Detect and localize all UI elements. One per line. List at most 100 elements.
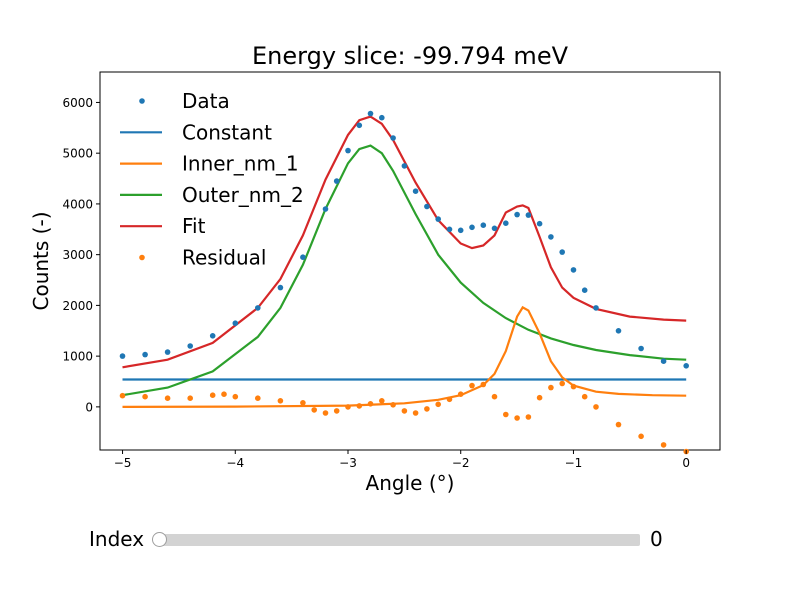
data-point — [164, 349, 171, 355]
residual-point — [435, 401, 442, 408]
x-tick-label: −4 — [226, 456, 244, 470]
legend-label-residual: Residual — [182, 246, 266, 270]
legend-label-inner-nm-1: Inner_nm_1 — [182, 152, 299, 176]
residual-point — [480, 381, 487, 388]
residual-point — [221, 391, 227, 398]
y-tick-label: 4000 — [62, 197, 93, 211]
data-point — [548, 234, 554, 240]
residual-point — [491, 393, 498, 400]
data-point — [446, 226, 453, 233]
residual-point — [525, 414, 532, 420]
data-point — [412, 188, 419, 194]
residual-point — [548, 384, 554, 391]
data-point — [638, 345, 644, 352]
data-point — [457, 227, 464, 234]
slider-value: 0 — [650, 527, 663, 551]
data-point — [390, 135, 396, 141]
y-axis-ticks: 0 1000 2000 3000 4000 5000 6000 — [62, 96, 100, 414]
legend-swatch-data — [139, 98, 145, 104]
data-point — [333, 178, 340, 184]
data-point — [424, 203, 430, 210]
residual-point — [469, 382, 475, 389]
residual-point — [367, 401, 374, 407]
residual-point — [209, 392, 216, 399]
y-tick-label: 0 — [85, 400, 93, 414]
slider-label: Index — [89, 527, 145, 551]
residual-point — [514, 415, 520, 421]
residual-point — [311, 407, 318, 413]
data-point — [469, 224, 475, 231]
residual-point — [390, 402, 396, 408]
data-point — [491, 225, 498, 232]
y-tick-label: 3000 — [62, 248, 93, 262]
legend-label-constant: Constant — [182, 120, 272, 144]
data-point — [277, 284, 284, 291]
data-point — [209, 333, 216, 339]
chart-title: Energy slice: -99.794 meV — [252, 42, 569, 70]
data-point — [480, 222, 487, 228]
residual-point — [457, 391, 464, 398]
series-line-inner-nm-1 — [122, 305, 687, 408]
residual-point — [412, 410, 419, 416]
data-point — [514, 211, 520, 218]
data-point — [581, 287, 588, 294]
residual-point — [119, 392, 126, 399]
residual-point — [446, 396, 453, 403]
residual-point — [660, 442, 667, 448]
data-point — [345, 147, 351, 154]
data-point — [142, 351, 148, 358]
residual-point — [638, 433, 644, 440]
data-point — [435, 216, 442, 222]
residual-point — [345, 404, 351, 410]
residual-point — [322, 410, 329, 416]
series-line-fit — [122, 115, 687, 369]
x-tick-label: −1 — [565, 456, 583, 470]
data-point — [559, 249, 565, 255]
residual-point — [333, 408, 340, 414]
data-point — [300, 254, 306, 260]
y-axis-label: Counts (-) — [29, 212, 53, 311]
series-line-outer-nm-2 — [122, 144, 687, 397]
residual-point — [536, 394, 543, 401]
residual-point — [277, 398, 284, 404]
data-point — [683, 363, 689, 369]
data-point — [570, 267, 577, 273]
residual-point — [379, 398, 385, 404]
residual-point — [593, 404, 599, 410]
legend-label-outer-nm-2: Outer_nm_2 — [182, 183, 304, 207]
residual-point — [356, 403, 363, 409]
data-point — [660, 358, 667, 365]
data-point — [119, 353, 126, 359]
residual-point — [164, 395, 171, 402]
data-point — [322, 206, 329, 212]
x-tick-label: −5 — [114, 456, 132, 470]
data-point — [356, 122, 363, 129]
data-point — [615, 328, 622, 334]
data-point — [379, 114, 385, 121]
data-point — [503, 220, 509, 226]
x-tick-label: 0 — [682, 456, 690, 470]
residual-point — [503, 411, 509, 418]
x-tick-label: −3 — [339, 456, 357, 470]
legend-label-data: Data — [182, 89, 230, 113]
residual-point — [424, 406, 430, 412]
index-slider-track[interactable] — [160, 534, 640, 546]
plot-frame — [99, 71, 721, 451]
residual-point — [570, 383, 577, 390]
data-point — [525, 212, 532, 218]
residual-point — [187, 395, 193, 402]
data-point — [536, 220, 543, 227]
residual-point — [254, 395, 261, 402]
data-point — [401, 163, 408, 169]
y-tick-label: 1000 — [62, 350, 93, 364]
residual-point — [232, 393, 239, 400]
residual-point — [142, 393, 148, 400]
y-tick-label: 5000 — [62, 147, 93, 161]
residual-point — [615, 421, 622, 428]
index-slider-handle[interactable] — [152, 532, 167, 547]
residual-point — [559, 380, 565, 387]
plot-series — [119, 110, 689, 455]
residual-point — [300, 400, 306, 406]
data-point — [593, 305, 599, 311]
